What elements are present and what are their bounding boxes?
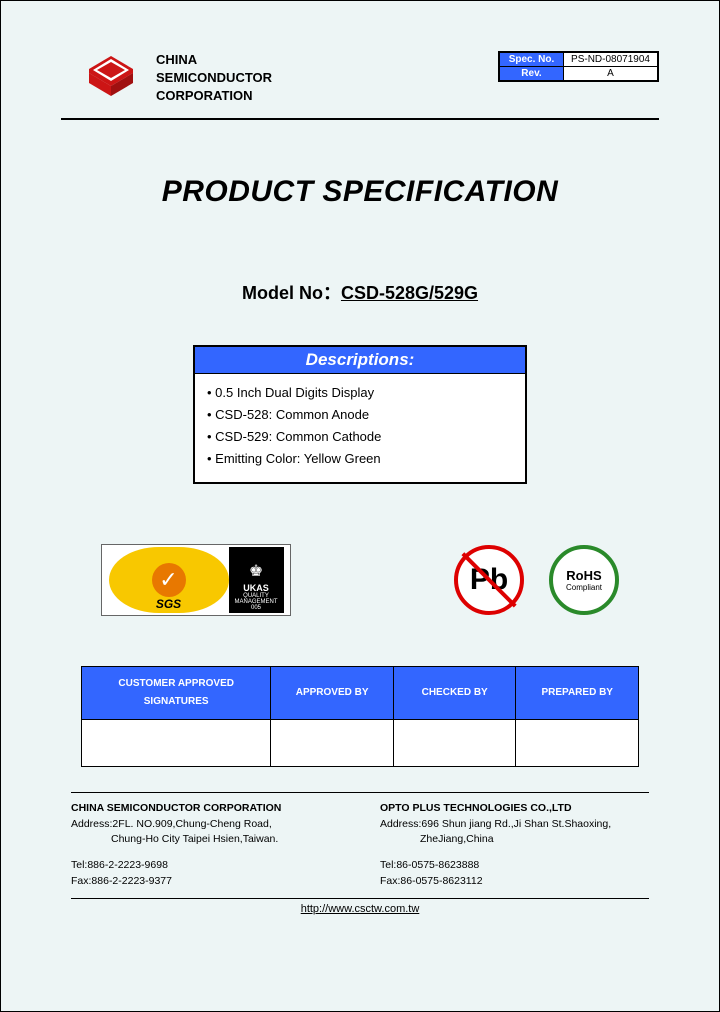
sgs-badge-icon: ✓ SGS ♚ UKAS QUALITY MANAGEMENT 005	[101, 544, 291, 616]
footer-company: OPTO PLUS TECHNOLOGIES CO.,LTD	[380, 801, 649, 817]
approval-header: CUSTOMER APPROVED SIGNATURES	[82, 666, 271, 719]
spec-number-box: Spec. No. PS-ND-08071904 Rev. A	[498, 51, 659, 82]
footer-fax: Fax:86-0575-8623112	[380, 874, 649, 890]
footer-address: Chung-Ho City Taipei Hsien,Taiwan.	[71, 832, 340, 848]
footer-url: http://www.csctw.com.tw	[71, 898, 649, 915]
footer-tel: Tel:86-0575-8623888	[380, 858, 649, 874]
model-number: Model No：CSD-528G/529G	[1, 279, 719, 305]
rev-value: A	[564, 67, 658, 81]
footer-address: ZheJiang,China	[380, 832, 649, 848]
approval-cell	[393, 719, 516, 766]
approval-header: PREPARED BY	[516, 666, 639, 719]
model-label: Model No：	[242, 283, 341, 303]
page-title: PRODUCT SPECIFICATION	[1, 175, 719, 209]
approval-cell	[82, 719, 271, 766]
footer-address: Address:696 Shun jiang Rd.,Ji Shan St.Sh…	[380, 817, 649, 833]
spec-no-value: PS-ND-08071904	[564, 53, 658, 67]
approval-table: CUSTOMER APPROVED SIGNATURES APPROVED BY…	[81, 666, 639, 767]
approval-cell	[516, 719, 639, 766]
approval-cell	[271, 719, 394, 766]
header-rule	[61, 118, 659, 120]
certification-badges: ✓ SGS ♚ UKAS QUALITY MANAGEMENT 005 Pb R…	[101, 544, 619, 616]
approval-header: CHECKED BY	[393, 666, 516, 719]
company-name: CHINASEMICONDUCTORCORPORATION	[156, 51, 483, 106]
footer-right: OPTO PLUS TECHNOLOGIES CO.,LTD Address:6…	[380, 801, 649, 890]
footer-left: CHINA SEMICONDUCTOR CORPORATION Address:…	[71, 801, 340, 890]
desc-item: 0.5 Inch Dual Digits Display	[207, 382, 513, 404]
footer-fax: Fax:886-2-2223-9377	[71, 874, 340, 890]
model-value: CSD-528G/529G	[341, 283, 478, 303]
footer-tel: Tel:886-2-2223-9698	[71, 858, 340, 874]
footer-address: Address:2FL. NO.909,Chung-Cheng Road,	[71, 817, 340, 833]
footer-company: CHINA SEMICONDUCTOR CORPORATION	[71, 801, 340, 817]
descriptions-body: 0.5 Inch Dual Digits Display CSD-528: Co…	[195, 374, 525, 482]
footer: CHINA SEMICONDUCTOR CORPORATION Address:…	[71, 792, 649, 890]
desc-item: CSD-529: Common Cathode	[207, 426, 513, 448]
spec-sheet-page: CHINASEMICONDUCTORCORPORATION Spec. No. …	[0, 0, 720, 1012]
approval-header: APPROVED BY	[271, 666, 394, 719]
descriptions-box: Descriptions: 0.5 Inch Dual Digits Displ…	[193, 345, 527, 484]
company-logo-icon	[81, 51, 141, 101]
rohs-badge-icon: RoHS Compliant	[549, 545, 619, 615]
header: CHINASEMICONDUCTORCORPORATION Spec. No. …	[1, 1, 719, 106]
rev-label: Rev.	[500, 67, 564, 81]
descriptions-header: Descriptions:	[195, 347, 525, 374]
desc-item: Emitting Color: Yellow Green	[207, 448, 513, 470]
desc-item: CSD-528: Common Anode	[207, 404, 513, 426]
spec-no-label: Spec. No.	[500, 53, 564, 67]
lead-free-badge-icon: Pb	[454, 545, 524, 615]
